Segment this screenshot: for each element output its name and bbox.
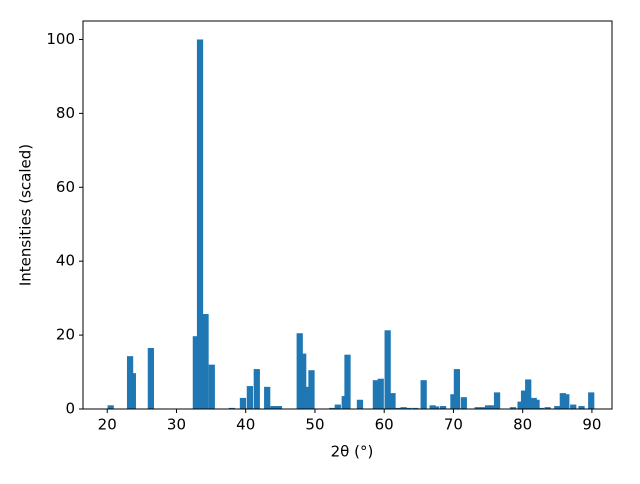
bar [480, 407, 487, 409]
bar [509, 407, 517, 409]
bar [474, 407, 481, 409]
bar [147, 348, 154, 409]
bar [588, 392, 595, 409]
bar [570, 404, 577, 409]
bar [493, 392, 501, 409]
bar [405, 407, 412, 409]
x-axis-label: 2θ (°) [331, 443, 374, 461]
bar [129, 373, 136, 409]
bar [377, 378, 384, 409]
bar [356, 399, 364, 409]
y-tick-label: 100 [46, 30, 75, 48]
bar [304, 386, 312, 409]
bar [420, 380, 427, 409]
bar [450, 394, 457, 409]
x-tick-label: 40 [236, 416, 255, 434]
bar [429, 405, 436, 409]
bar [196, 39, 204, 409]
y-tick-label: 80 [56, 104, 75, 122]
bar [484, 405, 492, 409]
x-tick-label: 50 [305, 416, 324, 434]
bar [329, 407, 336, 409]
bar [559, 393, 566, 409]
bar [246, 386, 253, 409]
plot-frame [82, 20, 613, 410]
x-tick-label: 90 [582, 416, 601, 434]
x-tick-label: 70 [444, 416, 463, 434]
bar [533, 399, 540, 409]
bar [412, 407, 419, 409]
bar [275, 406, 283, 409]
bar [296, 333, 303, 409]
bar [544, 407, 551, 409]
bar [563, 394, 570, 409]
y-tick-label: 40 [56, 252, 75, 270]
bar [372, 380, 380, 409]
y-tick-label: 0 [65, 400, 75, 418]
bar [394, 407, 402, 409]
bar [400, 407, 407, 409]
y-axis-label: Intensities (scaled) [17, 144, 35, 286]
bar [489, 405, 496, 409]
bar [253, 369, 260, 409]
bar [525, 379, 532, 409]
bar [384, 330, 391, 409]
bar [264, 386, 271, 409]
bar [202, 314, 209, 409]
bar [554, 406, 561, 409]
bar [228, 407, 235, 409]
bar [308, 370, 315, 409]
y-tick-label: 20 [56, 326, 75, 344]
bar [389, 393, 396, 409]
bar [270, 406, 277, 409]
bar [300, 353, 307, 409]
y-tick-label: 60 [56, 178, 75, 196]
x-tick-label: 80 [513, 416, 532, 434]
bar [460, 397, 467, 409]
bar [578, 406, 585, 409]
bar [208, 364, 215, 409]
bar [439, 406, 447, 409]
bar [520, 390, 528, 409]
bar [239, 397, 247, 409]
bar [334, 404, 341, 409]
bar [344, 354, 351, 409]
x-tick-label: 20 [98, 416, 117, 434]
bar [517, 401, 524, 409]
x-tick-label: 60 [375, 416, 394, 434]
bar [107, 405, 114, 409]
bar [453, 369, 461, 409]
bar [537, 407, 544, 409]
bar [433, 406, 440, 409]
x-tick-label: 30 [167, 416, 186, 434]
bar [192, 336, 199, 409]
